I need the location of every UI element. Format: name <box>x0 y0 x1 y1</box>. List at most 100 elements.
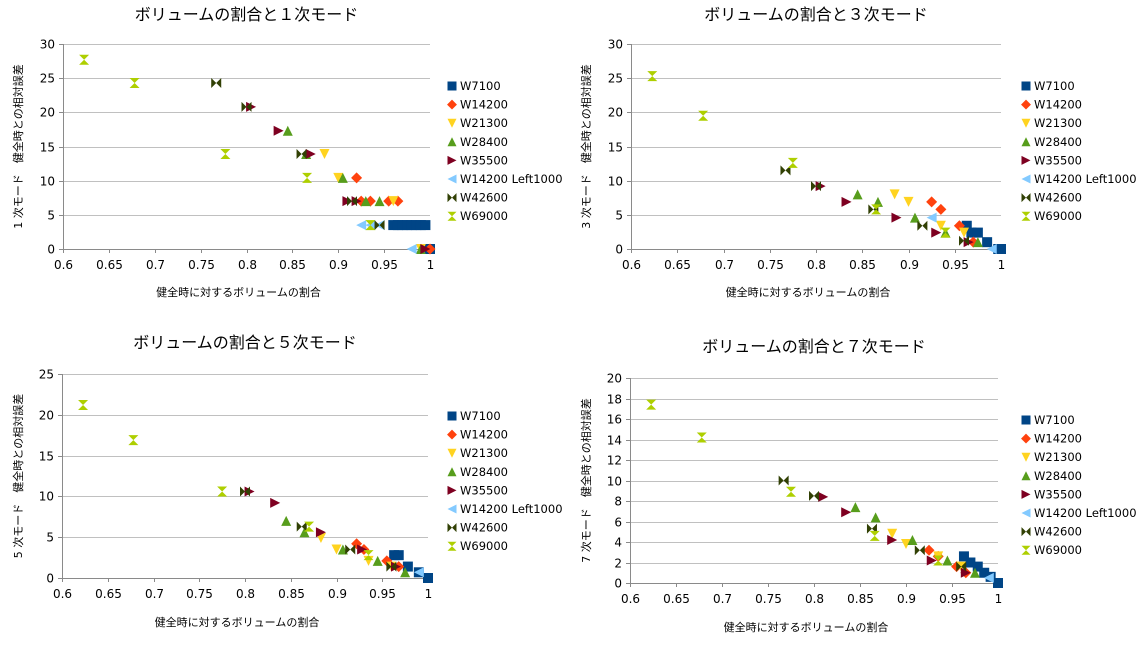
legend-label: W7100 <box>460 79 501 93</box>
legend-marker <box>447 155 457 165</box>
data-point <box>299 527 310 538</box>
data-point <box>956 561 967 572</box>
data-point <box>220 149 231 160</box>
x-tick-label: 0.6 <box>621 592 640 606</box>
data-point <box>942 555 953 566</box>
data-point <box>852 189 863 200</box>
data-point <box>965 557 976 568</box>
x-tick-label: 0.8 <box>805 592 824 606</box>
data-point <box>273 125 284 136</box>
data-point <box>351 172 363 184</box>
data-point <box>850 502 861 513</box>
y-tick-label: 10 <box>607 475 622 489</box>
data-point <box>296 149 307 160</box>
x-tick-label: 0.85 <box>847 592 874 606</box>
y-tick-label: 18 <box>607 393 622 407</box>
series-w42600 <box>211 77 385 231</box>
data-point <box>319 149 330 160</box>
legend-label: W21300 <box>460 116 508 130</box>
data-point <box>420 220 431 231</box>
legend-marker <box>1021 118 1031 128</box>
data-point <box>811 181 821 192</box>
data-point <box>217 486 228 497</box>
x-tick-label: 0.85 <box>278 587 305 601</box>
chart-svg: ボリュームの割合と７次モード 0 2 4 6 8 10 12 14 16 18 20 0.6 0.65 0.… <box>579 337 1136 634</box>
legend-marker <box>447 504 457 514</box>
data-point <box>374 196 385 207</box>
y-tick-label: 20 <box>40 106 55 120</box>
data-point <box>331 544 342 555</box>
y-tick-label: 10 <box>608 175 623 189</box>
y-tick-label: 10 <box>40 175 55 189</box>
x-tick-label: 0.75 <box>186 587 213 601</box>
data-point <box>959 227 969 238</box>
data-point <box>333 172 344 183</box>
y-tick-label: 25 <box>39 368 54 382</box>
x-tick-label: 0.95 <box>369 587 396 601</box>
chart-title: ボリュームの割合と３次モード <box>704 5 928 24</box>
legend-marker <box>1021 137 1031 147</box>
series-w14200-left1000 <box>983 572 994 583</box>
data-point <box>869 530 880 541</box>
y-tick-label: 0 <box>614 577 622 591</box>
chart-svg: ボリュームの割合と１次モード 0 5 10 15 20 25 30 0.6 0.65 0.7 0.75… <box>11 5 563 299</box>
series-w28400 <box>850 502 980 578</box>
legend-label: W7100 <box>460 409 501 423</box>
legend-marker <box>1021 81 1031 91</box>
y-axis-label: 7 次モード 健全時との相対誤差 <box>579 398 593 562</box>
legend: W7100 W14200 W21300 W28400 W35500 W14200 Left… <box>447 409 563 553</box>
chart-title: ボリュームの割合と５次モード <box>133 333 357 352</box>
data-point <box>372 555 383 566</box>
data-point <box>909 212 920 223</box>
x-tick-label: 0.6 <box>54 258 73 272</box>
data-point <box>270 497 281 508</box>
series-w28400 <box>282 125 426 254</box>
legend-marker <box>447 81 457 91</box>
data-point <box>926 196 938 208</box>
y-tick-label: 15 <box>40 141 55 155</box>
data-point <box>786 486 796 497</box>
series-w28400 <box>852 189 983 248</box>
data-point <box>972 227 983 238</box>
data-point <box>79 54 90 65</box>
y-tick-label: 15 <box>608 141 623 155</box>
y-tick-label: 10 <box>39 490 54 504</box>
x-tick-label: 0.8 <box>807 258 826 272</box>
x-axis-label: 健全時に対するボリュームの割合 <box>155 615 320 629</box>
series-w14200-left1000 <box>926 212 997 254</box>
chart-svg: ボリュームの割合と３次モード 0 5 10 15 20 25 30 0.6 0.65 0.7 0.75… <box>579 5 1136 299</box>
data-point <box>931 227 942 238</box>
x-tick-label: 0.7 <box>715 258 734 272</box>
legend: W7100 W14200 W21300 W28400 W35500 W14200 Left… <box>447 79 563 223</box>
x-tick-label: 0.95 <box>939 592 966 606</box>
x-tick-label: 0.9 <box>328 587 347 601</box>
x-tick-label: 0.65 <box>663 592 690 606</box>
legend-label: W69000 <box>460 209 508 223</box>
data-point <box>996 244 1006 254</box>
legend-marker <box>447 118 457 128</box>
legend-marker <box>447 523 457 533</box>
chart-panel-mode3: ボリュームの割合と３次モード 0 5 10 15 20 25 30 0.6 0.65 0.7 0.75… <box>568 0 1136 320</box>
legend-label: W14200 Left1000 <box>1034 172 1136 186</box>
legend-marker <box>447 448 457 458</box>
data-point <box>933 555 944 566</box>
legend-marker <box>1021 452 1031 462</box>
legend-label: W35500 <box>460 483 508 497</box>
legend-marker <box>1021 508 1031 518</box>
data-point <box>420 244 431 254</box>
data-point <box>386 561 397 572</box>
y-tick-label: 5 <box>46 531 54 545</box>
data-point <box>983 572 994 583</box>
y-tick-label: 12 <box>607 454 622 468</box>
y-tick-label: 30 <box>40 38 55 52</box>
data-point <box>347 196 358 207</box>
x-tick-label: 0.8 <box>236 587 255 601</box>
data-point <box>423 573 433 583</box>
data-point <box>871 204 882 215</box>
legend-label: W7100 <box>1034 79 1075 93</box>
chart-panel-mode5: ボリュームの割合と５次モード 0 5 10 15 20 25 0.6 0.65 0.7 0.75 0.… <box>0 328 568 649</box>
legend-marker <box>447 174 457 184</box>
data-point <box>841 507 852 518</box>
y-tick-label: 15 <box>39 450 54 464</box>
legend-label: W21300 <box>1034 116 1082 130</box>
